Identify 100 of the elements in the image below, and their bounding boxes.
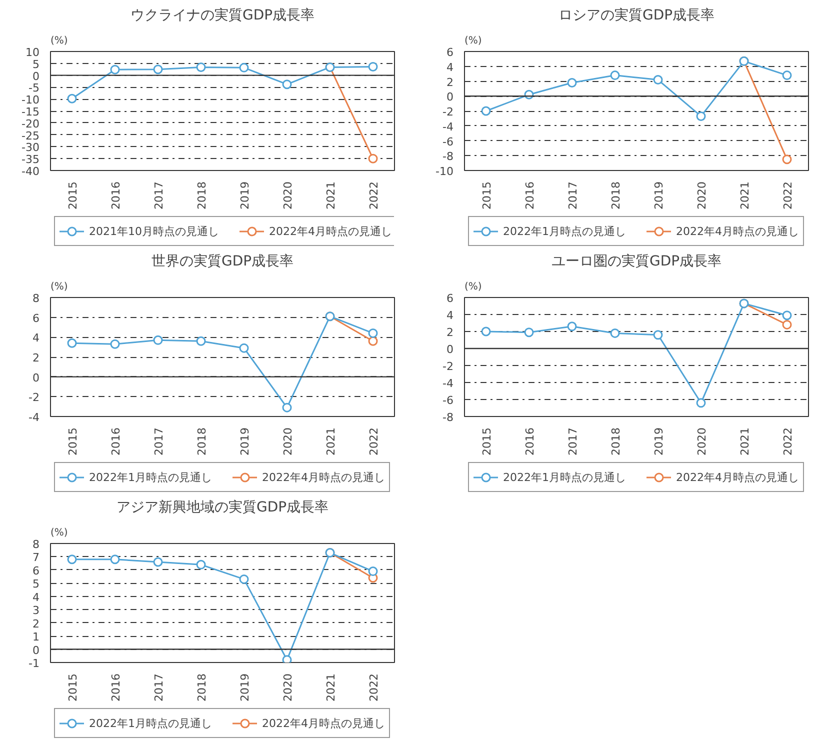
- point: [653, 330, 663, 340]
- point: [239, 62, 249, 72]
- point: [196, 336, 206, 346]
- chart-title: ロシアの実質GDP成長率: [558, 8, 715, 24]
- point: [368, 328, 378, 338]
- y-axis-title: (%): [464, 282, 482, 292]
- legend-label: 2022年4月時点の見通し: [262, 470, 385, 484]
- point: [481, 106, 491, 116]
- x-tick-label: 2015: [66, 427, 80, 456]
- x-tick-label: 2018: [610, 181, 622, 210]
- point: [239, 574, 249, 584]
- x-tick-label: 2016: [110, 427, 122, 456]
- y-tick-label: -6: [442, 135, 454, 148]
- x-tick-label: 2018: [196, 181, 208, 210]
- y-tick-label: -30: [22, 141, 40, 154]
- x-tick-label: 2015: [480, 181, 494, 210]
- y-tick-label: -4: [442, 120, 454, 134]
- x-tick-label: 2022: [782, 181, 794, 210]
- point: [782, 310, 792, 320]
- point: [282, 655, 292, 662]
- x-tick-label: 2020: [282, 673, 294, 702]
- x-tick-label: 2017: [566, 181, 580, 210]
- y-tick-label: -5: [28, 82, 40, 95]
- y-axis-title: (%): [50, 282, 68, 292]
- x-tick-label: 2020: [282, 427, 294, 456]
- x-tick-label: 2016: [110, 673, 122, 702]
- y-tick-label: -35: [22, 153, 40, 166]
- y-tick-label: 4: [446, 60, 454, 74]
- point: [610, 328, 620, 338]
- point: [282, 402, 292, 412]
- point: [696, 398, 706, 408]
- y-tick-label: 2: [32, 352, 40, 364]
- point: [524, 328, 534, 338]
- y-tick-label: 8: [32, 538, 40, 551]
- legend-label: 2021年10月時点の見通し: [89, 224, 219, 238]
- legend-label: 2022年4月時点の見通し: [676, 470, 799, 484]
- point: [567, 322, 577, 332]
- y-tick-label: 0: [32, 70, 40, 83]
- x-tick-label: 2017: [152, 673, 166, 702]
- y-axis-title: (%): [50, 528, 68, 538]
- x-tick-label: 2022: [368, 181, 380, 210]
- y-tick-label: 6: [32, 564, 40, 578]
- y-tick-label: 2: [446, 76, 454, 89]
- point: [153, 335, 163, 345]
- y-tick-label: 1: [32, 630, 40, 644]
- y-tick-label: -25: [22, 129, 40, 142]
- y-tick-label: -20: [22, 117, 40, 130]
- point: [110, 554, 120, 564]
- x-tick-label: 2022: [782, 427, 794, 456]
- x-tick-label: 2019: [652, 181, 666, 210]
- point: [368, 154, 378, 164]
- y-tick-label: 2: [446, 326, 454, 339]
- y-tick-label: -15: [22, 106, 40, 118]
- y-tick-label: -4: [442, 377, 454, 390]
- point: [196, 560, 206, 570]
- y-tick-label: 6: [446, 292, 454, 305]
- y-tick-label: 0: [446, 90, 454, 104]
- point: [782, 70, 792, 80]
- point: [368, 62, 378, 72]
- x-tick-label: 2016: [110, 181, 122, 210]
- point: [239, 343, 249, 353]
- x-tick-label: 2020: [282, 181, 294, 210]
- y-tick-label: -10: [436, 165, 454, 178]
- y-tick-label: -2: [442, 360, 454, 373]
- point: [368, 336, 378, 346]
- x-tick-label: 2016: [524, 181, 536, 210]
- y-tick-label: -10: [22, 94, 40, 107]
- y-tick-label: -2: [28, 391, 40, 404]
- point: [782, 320, 792, 330]
- y-tick-label: -40: [22, 165, 40, 178]
- legend-label: 2022年4月時点の見通し: [676, 224, 799, 238]
- x-tick-label: 2020: [696, 181, 708, 210]
- point: [481, 326, 491, 336]
- point: [653, 75, 663, 85]
- legend-label: 2022年4月時点の見通し: [269, 224, 392, 238]
- y-tick-label: 6: [446, 46, 454, 59]
- y-tick-label: 2: [32, 617, 40, 630]
- y-tick-label: 5: [32, 578, 40, 591]
- y-axis-title: (%): [464, 36, 482, 46]
- point: [696, 111, 706, 121]
- x-tick-label: 2015: [480, 427, 494, 456]
- y-tick-label: 4: [446, 309, 454, 322]
- y-tick-label: 10: [26, 46, 40, 59]
- chart-title: 世界の実質GDP成長率: [151, 254, 294, 270]
- x-tick-label: 2022: [368, 427, 380, 456]
- point: [110, 64, 120, 74]
- y-tick-label: -8: [442, 150, 454, 164]
- legend-label: 2022年4月時点の見通し: [262, 716, 385, 730]
- x-tick-label: 2018: [196, 427, 208, 456]
- point: [67, 338, 77, 348]
- y-tick-label: -8: [442, 411, 454, 424]
- chart-title: アジア新興地域の実質GDP成長率: [116, 500, 329, 516]
- legend-label: 2022年1月時点の見通し: [89, 470, 212, 484]
- y-tick-label: 6: [32, 312, 40, 325]
- x-tick-label: 2020: [696, 427, 708, 456]
- x-tick-label: 2019: [652, 427, 666, 456]
- y-tick-label: 8: [32, 292, 40, 305]
- x-tick-label: 2015: [66, 181, 80, 210]
- x-tick-label: 2021: [324, 427, 338, 456]
- x-tick-label: 2017: [152, 427, 166, 456]
